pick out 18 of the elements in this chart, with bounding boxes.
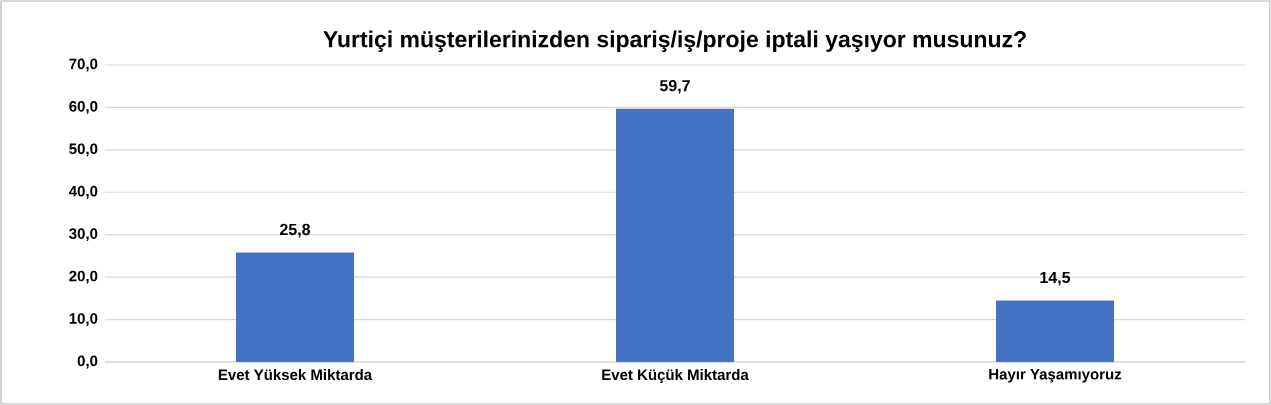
y-tick-label: 20,0	[69, 270, 98, 284]
x-tick-label: Evet Küçük Miktarda	[602, 369, 749, 384]
data-label: 14,5	[1040, 271, 1071, 286]
y-tick-label: 40,0	[68, 185, 98, 199]
x-tick-label: Hayır Yaşamıyoruz	[989, 369, 1122, 383]
y-tick-label: 70,0	[69, 58, 98, 72]
bar	[996, 300, 1114, 362]
chart-title: Yurtiçi müşterilerinizden sipariş/iş/proje iptali yaşıyor musunuz?	[323, 30, 1026, 52]
bar	[616, 108, 734, 362]
y-tick-label: 30,0	[69, 228, 98, 242]
y-tick-label: 60,0	[69, 101, 98, 114]
y-tick-label: 0,0	[77, 355, 98, 369]
y-tick-label: 10,0	[69, 313, 98, 326]
data-label: 59,7	[659, 79, 690, 94]
x-tick-label: Evet Yüksek Miktarda	[218, 369, 373, 381]
bar	[236, 252, 354, 362]
data-label: 25,8	[280, 223, 311, 238]
y-tick-label: 50,0	[69, 143, 98, 157]
